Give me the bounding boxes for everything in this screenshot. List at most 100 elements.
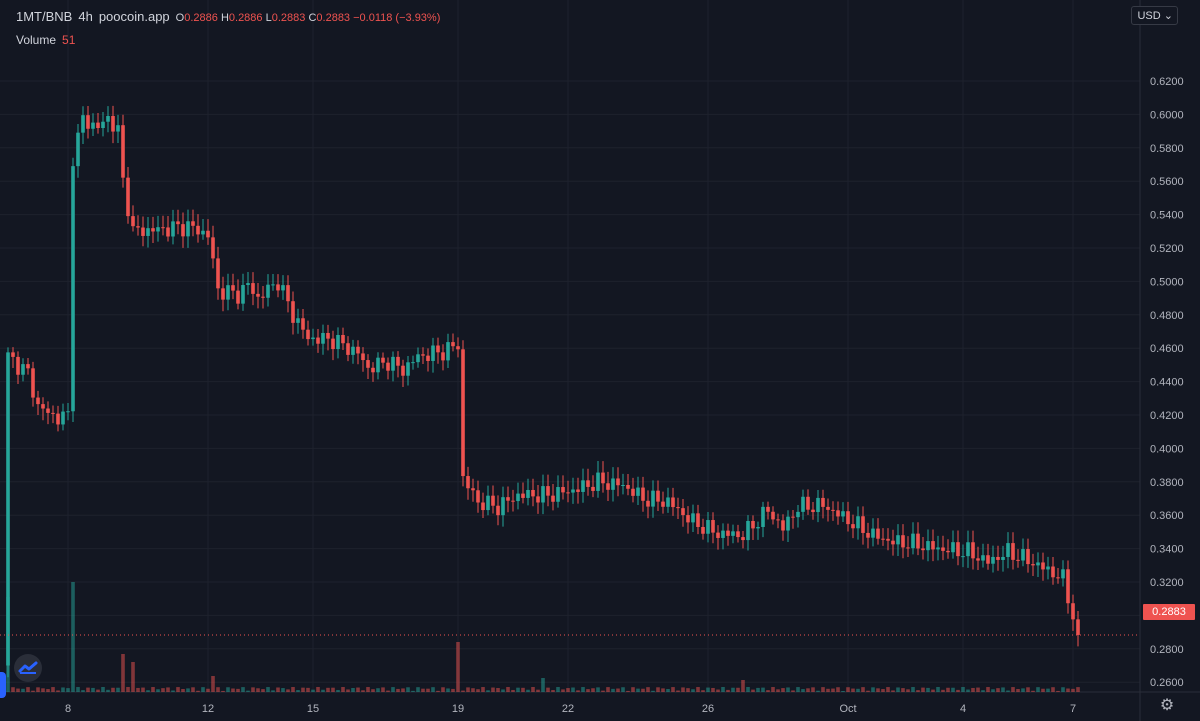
volume-bar: [271, 690, 275, 692]
volume-label[interactable]: Volume: [16, 33, 57, 47]
volume-bar: [46, 689, 50, 692]
candle-body: [401, 365, 405, 376]
volume-bar: [276, 687, 280, 692]
time-tick-label: Oct: [839, 703, 856, 715]
volume-bar: [796, 687, 800, 692]
volume-bar: [661, 688, 665, 692]
volume-bar: [576, 690, 580, 692]
candle-body: [986, 555, 990, 564]
candle-body: [566, 492, 570, 494]
volume-bar: [711, 687, 715, 692]
candle-body: [951, 542, 955, 553]
candle-body: [941, 547, 945, 551]
volume-bar: [251, 687, 255, 692]
time-axis[interactable]: 8 12 15 19 22 26 Oct 4 7: [65, 703, 1076, 715]
volume-bar: [1046, 688, 1050, 692]
volume-bar: [386, 690, 390, 692]
close-value: 0.2883: [316, 12, 351, 24]
volume-bar: [316, 687, 320, 692]
volume-bar: [636, 688, 640, 692]
candle-body: [681, 508, 685, 516]
open-value: 0.2886: [184, 12, 218, 24]
candle-body: [211, 237, 215, 259]
candle-body: [706, 520, 710, 534]
candle-body: [676, 507, 680, 509]
candle-body: [576, 489, 580, 492]
volume-bar: [36, 687, 40, 692]
candle-body: [76, 132, 80, 167]
candle-body: [776, 519, 780, 521]
candle-body: [366, 360, 370, 368]
volume-bar: [921, 687, 925, 692]
price-tick-label: 0.3400: [1150, 544, 1184, 556]
candle-body: [96, 122, 100, 129]
volume-bar: [351, 688, 355, 692]
volume-bar: [151, 687, 155, 692]
candle-body: [866, 532, 870, 538]
volume-bar: [1061, 687, 1065, 692]
candle-body: [246, 283, 250, 286]
candle-body: [861, 516, 865, 533]
candle-body: [126, 177, 130, 217]
candle-body: [131, 216, 135, 227]
sidebar-toggle[interactable]: [0, 672, 6, 698]
interval-label[interactable]: 4h: [78, 9, 93, 24]
candle-body: [186, 221, 190, 237]
volume-bar: [66, 688, 70, 692]
candle-body: [656, 490, 660, 502]
candle-body: [396, 356, 400, 366]
candle-body: [271, 284, 275, 286]
volume-bar: [721, 687, 725, 692]
volume-bar: [456, 642, 460, 692]
candle-body: [536, 496, 540, 503]
volume-bar: [216, 687, 220, 692]
candle-body: [296, 318, 300, 323]
candle-body: [311, 337, 315, 340]
volume-bar: [466, 687, 470, 692]
volume-bar: [771, 687, 775, 692]
symbol-name[interactable]: 1MT/BNB: [16, 9, 73, 24]
price-tick-label: 0.4800: [1150, 310, 1184, 322]
volume-bar: [326, 687, 330, 692]
volume-bar: [716, 689, 720, 692]
volume-bar: [96, 689, 100, 692]
tradingview-logo-icon[interactable]: [14, 654, 42, 682]
volume-bar: [376, 688, 380, 692]
volume-bar: [686, 688, 690, 692]
candle-body: [436, 345, 440, 353]
candle-body: [511, 500, 515, 502]
candle-body: [591, 486, 595, 491]
volume-bar: [396, 688, 400, 692]
candle-body: [976, 558, 980, 561]
volume-bar: [986, 687, 990, 692]
volume-bar: [541, 678, 545, 692]
volume-bar: [281, 688, 285, 692]
candle-body: [946, 550, 950, 553]
volume-bar: [701, 690, 705, 692]
candle-body: [256, 293, 260, 297]
low-label: L: [265, 12, 272, 24]
candle-body: [206, 230, 210, 238]
volume-bar: [1021, 688, 1025, 692]
volume-bar: [856, 688, 860, 692]
volume-bar: [696, 687, 700, 692]
price-tick-label: 0.4600: [1150, 343, 1184, 355]
last-price-tag: 0.2883: [1143, 604, 1195, 620]
volume-bar: [751, 689, 755, 692]
volume-bar: [146, 690, 150, 692]
time-tick-label: 4: [960, 703, 966, 715]
gear-icon[interactable]: ⚙: [1159, 697, 1175, 714]
candle-body: [346, 343, 350, 355]
currency-select[interactable]: USD ⌄: [1131, 6, 1178, 25]
volume-bar: [571, 687, 575, 692]
volume-bar: [861, 687, 865, 692]
volume-bar: [821, 687, 825, 692]
price-axis[interactable]: 0.6200 0.6000 0.5800 0.5600 0.5400 0.5200 0.50…: [1150, 76, 1184, 689]
candle-body: [231, 285, 235, 291]
volume-bar: [26, 687, 30, 692]
candle-body: [556, 487, 560, 502]
candle-body: [341, 334, 345, 344]
candle-body: [241, 285, 245, 304]
